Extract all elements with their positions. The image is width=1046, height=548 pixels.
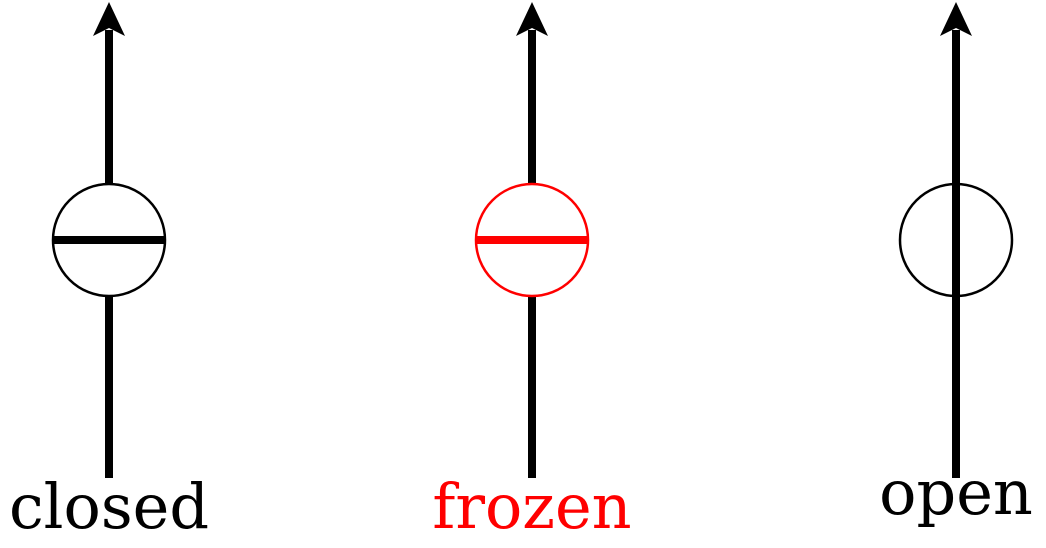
- valve-frozen: frozen: [432, 2, 632, 543]
- valve-open-circle: [898, 182, 1014, 298]
- valve-closed-arrow-head: [93, 2, 125, 36]
- valve-closed-label: closed: [9, 470, 209, 543]
- valve-open-label: open: [879, 456, 1033, 529]
- valve-frozen-arrow-head: [516, 2, 548, 36]
- valve-frozen-label: frozen: [432, 470, 631, 543]
- valve-open: open: [879, 2, 1033, 529]
- valve-closed: closed: [9, 2, 209, 543]
- valve-open-arrow-head: [940, 2, 972, 36]
